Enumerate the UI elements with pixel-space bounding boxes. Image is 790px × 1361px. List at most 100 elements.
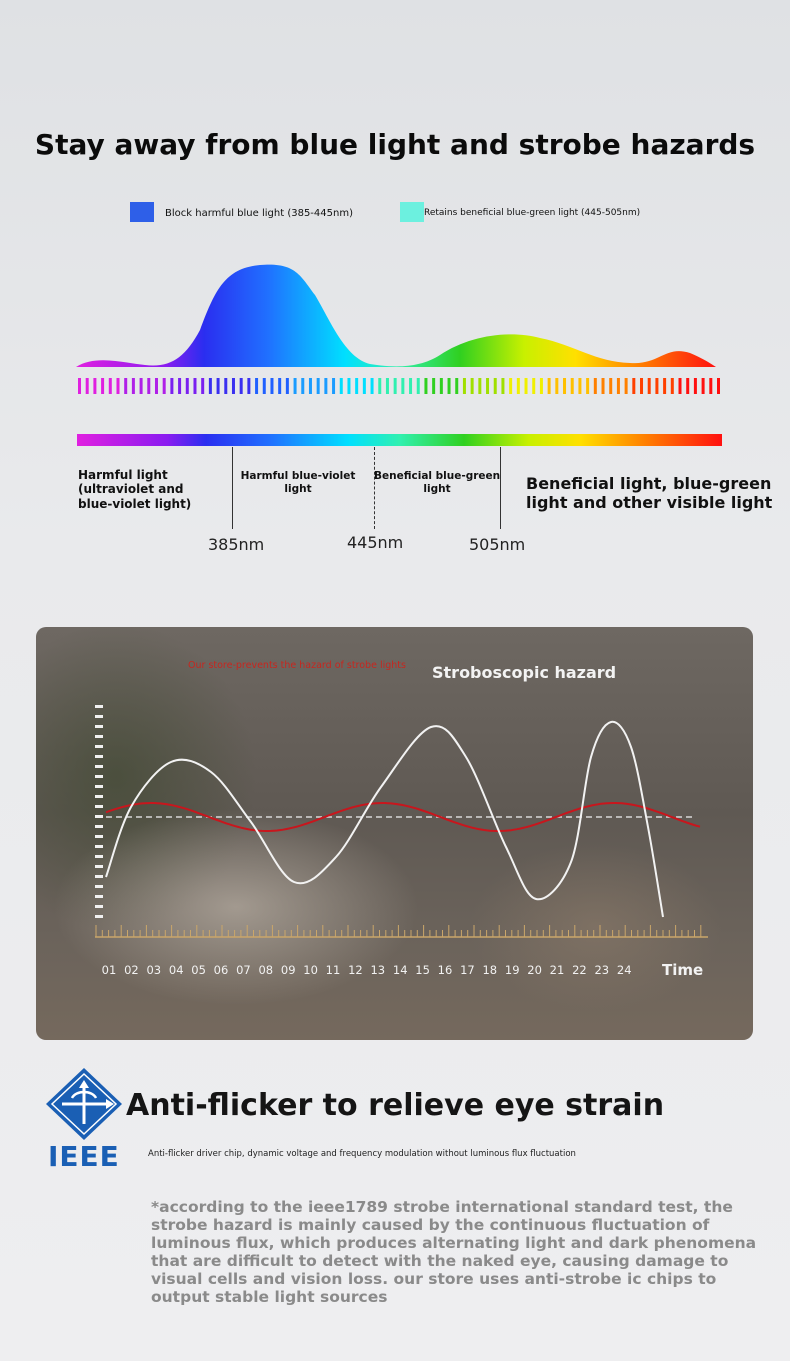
x-tick-label: 11 bbox=[326, 963, 341, 977]
spectrum-tick bbox=[208, 378, 212, 394]
x-tick-label: 08 bbox=[258, 963, 273, 977]
legend-label-retain: Retains beneficial blue-green light (445… bbox=[424, 208, 641, 218]
y-tick bbox=[95, 865, 103, 868]
spectrum-tick bbox=[416, 378, 420, 394]
spectrum-tick bbox=[609, 378, 613, 394]
spectrum-tick bbox=[339, 378, 343, 394]
spectrum-tick bbox=[370, 378, 374, 394]
spectrum-tick bbox=[393, 378, 397, 394]
spectrum-tick bbox=[401, 378, 405, 394]
spectrum-tick bbox=[701, 378, 705, 394]
spectrum-tick bbox=[462, 378, 466, 394]
y-tick bbox=[95, 705, 103, 708]
y-tick bbox=[95, 845, 103, 848]
spectrum-tick bbox=[578, 378, 582, 394]
spectrum-tick bbox=[193, 378, 197, 394]
ieee-diamond-icon bbox=[46, 1068, 122, 1140]
x-tick-label: 16 bbox=[438, 963, 453, 977]
spectrum-tick bbox=[570, 378, 574, 394]
spectrum-tick bbox=[640, 378, 644, 394]
store-wave-line bbox=[105, 802, 701, 832]
spectrum-tick bbox=[532, 378, 536, 394]
chart-note: Our store-prevents the hazard of strobe … bbox=[188, 660, 406, 671]
spectrum-tick bbox=[270, 378, 274, 394]
spectrum-tick bbox=[493, 378, 497, 394]
spectrum-tick bbox=[409, 378, 413, 394]
spectrum-tick bbox=[424, 378, 428, 394]
y-tick bbox=[95, 735, 103, 738]
spectrum-tick bbox=[663, 378, 667, 394]
spectrum-tick bbox=[162, 378, 166, 394]
region-label-visible-light: Beneficial light, blue-green light and o… bbox=[526, 474, 773, 513]
spectrum-tick bbox=[301, 378, 305, 394]
spectrum-tick bbox=[216, 378, 220, 394]
chart-title: Stroboscopic hazard bbox=[432, 663, 617, 682]
x-tick-label: 02 bbox=[124, 963, 139, 977]
spectrum-tick bbox=[447, 378, 451, 394]
spectrum-bar bbox=[77, 434, 722, 446]
x-tick-label: 03 bbox=[146, 963, 161, 977]
x-tick-label: 18 bbox=[482, 963, 497, 977]
legend-label-block: Block harmful blue light (385-445nm) bbox=[165, 208, 353, 219]
divider-505 bbox=[500, 447, 501, 529]
spectrum-tick bbox=[647, 378, 651, 394]
y-tick bbox=[95, 835, 103, 838]
y-tick bbox=[95, 765, 103, 768]
y-tick bbox=[95, 775, 103, 778]
spectrum-tick bbox=[147, 378, 151, 394]
x-tick-label: 14 bbox=[393, 963, 408, 977]
x-tick-label: 10 bbox=[303, 963, 318, 977]
spectrum-tick bbox=[78, 378, 81, 394]
spectrum-tick bbox=[247, 378, 251, 394]
x-axis-ruler bbox=[95, 925, 708, 938]
x-tick-label: 17 bbox=[460, 963, 475, 977]
spectrum-ticks bbox=[78, 378, 720, 394]
spectrum-tick bbox=[355, 378, 359, 394]
section-title: Anti-flicker to relieve eye strain bbox=[126, 1088, 665, 1123]
marker-505nm: 505nm bbox=[469, 535, 526, 554]
x-tick-label: 23 bbox=[594, 963, 609, 977]
y-tick bbox=[95, 885, 103, 888]
spectrum-tick bbox=[563, 378, 567, 394]
spectrum-tick bbox=[139, 378, 143, 394]
y-tick bbox=[95, 725, 103, 728]
y-tick bbox=[95, 745, 103, 748]
y-axis-ticks bbox=[95, 705, 103, 918]
legend-swatch-cyan bbox=[400, 202, 424, 222]
marker-445nm: 445nm bbox=[347, 533, 404, 552]
spectrum-tick bbox=[170, 378, 174, 394]
spectrum-tick bbox=[385, 378, 389, 394]
y-tick bbox=[95, 825, 103, 828]
spectrum-tick bbox=[378, 378, 382, 394]
spectrum-tick bbox=[655, 378, 659, 394]
x-tick-label: 20 bbox=[527, 963, 542, 977]
spectrum-tick bbox=[224, 378, 228, 394]
legend-swatch-blue bbox=[130, 202, 154, 222]
spectrum-tick bbox=[255, 378, 259, 394]
spectrum-tick bbox=[201, 378, 205, 394]
spectrum-tick bbox=[593, 378, 597, 394]
spectrum-tick bbox=[93, 378, 97, 394]
spectrum-tick bbox=[324, 378, 328, 394]
y-tick bbox=[95, 875, 103, 878]
marker-385nm: 385nm bbox=[208, 535, 265, 554]
spectrum-tick bbox=[362, 378, 366, 394]
x-tick-label: 01 bbox=[102, 963, 117, 977]
spectrum-tick bbox=[154, 378, 158, 394]
spectrum-tick bbox=[509, 378, 513, 394]
spectrum-graphic bbox=[76, 264, 722, 446]
x-tick-label: 24 bbox=[617, 963, 632, 977]
spectrum-tick bbox=[539, 378, 543, 394]
spectrum-tick bbox=[316, 378, 320, 394]
x-tick-label: 19 bbox=[505, 963, 520, 977]
spectrum-tick bbox=[486, 378, 490, 394]
y-tick bbox=[95, 755, 103, 758]
x-tick-label: 06 bbox=[214, 963, 229, 977]
spectrum-tick bbox=[332, 378, 336, 394]
spectrum-tick bbox=[347, 378, 351, 394]
spectrum-tick bbox=[670, 378, 674, 394]
spectrum-tick bbox=[693, 378, 697, 394]
x-tick-label: 13 bbox=[370, 963, 385, 977]
spectrum-tick bbox=[616, 378, 620, 394]
spectrum-tick bbox=[678, 378, 682, 394]
